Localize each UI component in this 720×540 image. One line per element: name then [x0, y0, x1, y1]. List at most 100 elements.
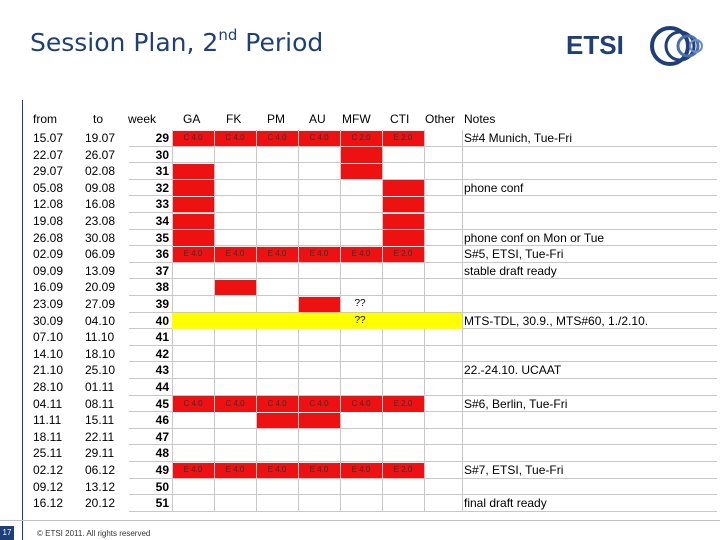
sidebar-line	[22, 100, 23, 540]
header-to: to	[93, 112, 104, 126]
session-block	[173, 130, 214, 147]
row-from-date: 26.08	[33, 230, 64, 245]
yellow-highlight-row	[172, 312, 462, 330]
row-from-date: 25.11	[33, 446, 63, 461]
row-to-date: 06.09	[85, 247, 116, 262]
table-row	[129, 329, 717, 346]
row-from-date: 30.09	[33, 313, 64, 328]
row-note: S#7, ETSI, Tue-Fri	[464, 463, 564, 477]
session-block	[257, 396, 298, 412]
row-from-date: 16.12	[33, 496, 64, 511]
session-code: C 4.0	[225, 133, 245, 142]
page-title: Session Plan, 2nd Period	[30, 26, 324, 57]
table-row	[129, 495, 717, 512]
session-block	[173, 213, 214, 230]
session-code: C 4.0	[351, 398, 371, 408]
row-note: phone conf	[464, 180, 524, 195]
row-to-date: 25.10	[85, 363, 116, 378]
unknown-mark: ??	[354, 298, 366, 309]
row-week-number: 33	[155, 197, 169, 212]
session-block	[215, 279, 256, 296]
table-row	[129, 479, 717, 496]
row-to-date: 11.10	[85, 330, 115, 345]
row-from-date: 14.10	[33, 346, 64, 361]
row-to-date: 20.12	[85, 496, 116, 511]
row-week-number: 30	[155, 147, 169, 162]
session-block	[299, 462, 340, 479]
session-block	[383, 130, 424, 147]
table-row	[129, 196, 717, 213]
row-to-date: 19.07	[85, 131, 116, 145]
row-week-number: 37	[155, 263, 169, 278]
row-note: final draft ready	[464, 496, 547, 511]
table-row	[129, 429, 717, 446]
session-code: E 2.0	[393, 249, 413, 259]
row-to-date: 29.11	[85, 446, 115, 461]
session-code: E 4.0	[309, 249, 329, 259]
header-au: AU	[309, 112, 326, 126]
session-block	[257, 130, 298, 147]
row-week-number: 47	[155, 429, 169, 444]
table-row	[129, 213, 717, 230]
session-code: C 4.0	[267, 133, 287, 142]
row-week-number: 40	[155, 313, 169, 328]
row-from-date: 12.08	[33, 197, 64, 212]
row-week-number: 50	[155, 479, 169, 494]
row-to-date: 20.09	[85, 280, 116, 295]
session-code: C 4.0	[183, 398, 203, 408]
row-to-date: 16.08	[85, 197, 116, 212]
row-to-date: 22.11	[85, 429, 115, 444]
session-block	[341, 163, 382, 180]
row-note: S#5, ETSI, Tue-Fri	[464, 247, 564, 262]
session-block	[341, 462, 382, 479]
session-block	[173, 396, 214, 412]
table-row	[129, 346, 717, 363]
row-week-number: 36	[155, 247, 169, 262]
table-row	[129, 180, 717, 197]
table-row	[129, 246, 717, 263]
session-code: E 2.0	[393, 465, 413, 474]
row-week-number: 34	[155, 214, 169, 228]
session-code: E 4.0	[267, 465, 287, 474]
row-from-date: 21.10	[33, 363, 64, 378]
row-to-date: 27.09	[85, 297, 116, 311]
session-code: E 4.0	[267, 249, 287, 259]
table-row	[129, 130, 717, 147]
row-from-date: 05.08	[33, 180, 64, 195]
session-block	[299, 130, 340, 147]
row-from-date: 09.12	[33, 479, 64, 494]
session-code: E 2.0	[393, 133, 413, 142]
row-to-date: 04.10	[85, 313, 116, 328]
row-from-date: 29.07	[33, 164, 64, 179]
session-code: C 4.0	[183, 133, 203, 142]
session-code: E 4.0	[183, 249, 203, 259]
row-week-number: 44	[155, 380, 169, 394]
session-block	[257, 246, 298, 263]
table-row	[129, 379, 717, 396]
session-block	[341, 396, 382, 412]
row-week-number: 35	[155, 230, 169, 245]
row-to-date: 18.10	[85, 346, 116, 361]
row-from-date: 09.09	[33, 263, 64, 278]
row-week-number: 46	[155, 413, 169, 428]
page-number: 17	[0, 526, 14, 540]
session-code: E 4.0	[225, 249, 245, 259]
session-block	[383, 462, 424, 479]
header-from: from	[33, 112, 57, 126]
session-block	[299, 396, 340, 412]
row-from-date: 28.10	[33, 380, 64, 394]
session-code: C 2.0	[351, 133, 371, 142]
row-to-date: 23.08	[85, 214, 116, 228]
session-block	[341, 147, 382, 163]
session-block	[173, 180, 214, 196]
session-code: E 4.0	[309, 465, 329, 474]
row-from-date: 16.09	[33, 280, 64, 295]
session-block	[215, 396, 256, 412]
row-from-date: 07.10	[33, 330, 64, 345]
table-row	[129, 412, 717, 429]
session-block	[173, 462, 214, 479]
session-block	[173, 230, 214, 246]
session-block	[299, 296, 340, 313]
row-to-date: 13.09	[85, 263, 116, 278]
row-from-date: 15.07	[33, 131, 64, 145]
